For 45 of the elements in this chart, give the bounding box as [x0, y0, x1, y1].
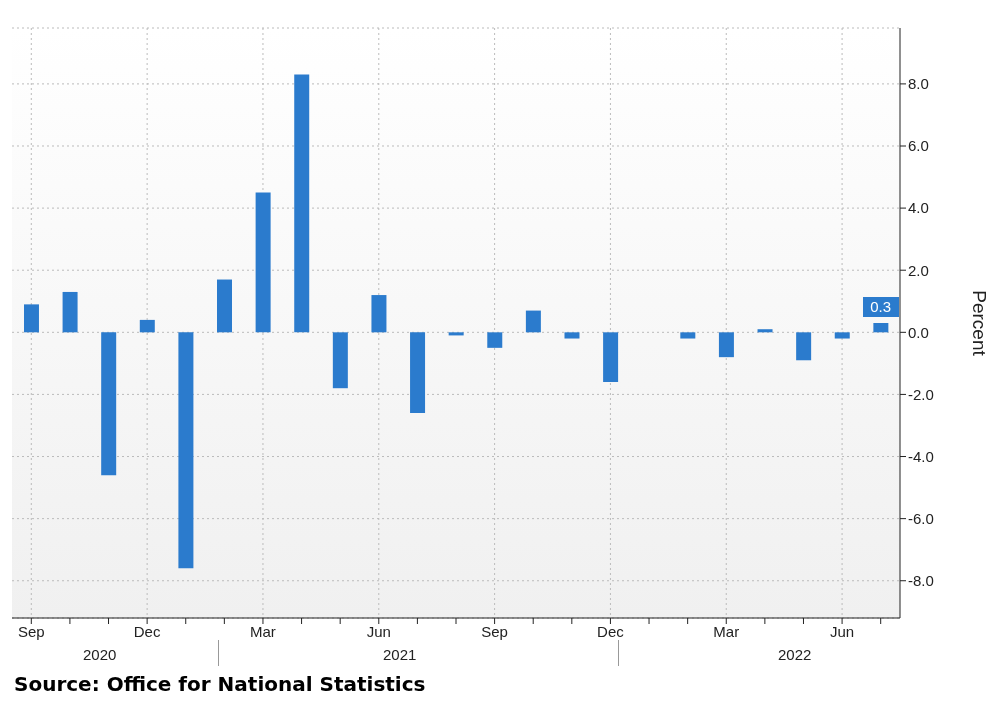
- text: 2022: [778, 646, 812, 663]
- x-tick-label: Sep: [481, 622, 508, 640]
- bar: [139, 319, 155, 333]
- y-tick-label: 2.0: [908, 261, 929, 279]
- bar: [178, 332, 194, 569]
- bar: [873, 323, 889, 333]
- text: 2020: [83, 646, 117, 663]
- text: 2021: [383, 646, 417, 663]
- x-tick-label: Mar: [713, 622, 740, 640]
- y-tick-label: 0.0: [908, 323, 929, 341]
- bar: [294, 74, 310, 333]
- bar: [101, 332, 117, 476]
- y-tick-label: 6.0: [908, 137, 929, 155]
- bar: [448, 332, 464, 336]
- y-tick-label: 8.0: [908, 75, 929, 93]
- bar: [757, 329, 773, 333]
- x-tick-label: Mar: [250, 622, 276, 640]
- x-tick-label: Sep: [17, 622, 45, 640]
- x-tick-label: Jun: [829, 622, 855, 640]
- bar: [371, 295, 387, 333]
- y-axis-title: Percent: [969, 290, 991, 357]
- y-tick-label: -2.0: [908, 385, 934, 403]
- bar: [62, 291, 78, 333]
- bar: [834, 332, 850, 339]
- bar: [410, 332, 426, 414]
- bar: [487, 332, 503, 348]
- y-tick-label: 4.0: [908, 199, 929, 217]
- data-label: 0.3: [862, 297, 899, 317]
- bar: [255, 192, 271, 333]
- bar: [680, 332, 696, 339]
- source-note: Source: Office for National Statistics: [13, 671, 427, 698]
- y-tick-label: -4.0: [908, 447, 934, 465]
- bar: [525, 310, 541, 333]
- bar: [796, 332, 812, 361]
- bar: [23, 304, 39, 333]
- bar: [603, 332, 619, 382]
- bar: [332, 332, 348, 389]
- y-tick-label: -8.0: [908, 572, 934, 590]
- x-tick-label: Dec: [597, 622, 625, 640]
- y-tick-label: -6.0: [908, 509, 934, 527]
- bar: [217, 279, 233, 333]
- bar: [718, 332, 734, 358]
- x-tick-label: Dec: [133, 622, 161, 640]
- bar: [564, 332, 580, 339]
- x-tick-label: Jun: [366, 622, 391, 640]
